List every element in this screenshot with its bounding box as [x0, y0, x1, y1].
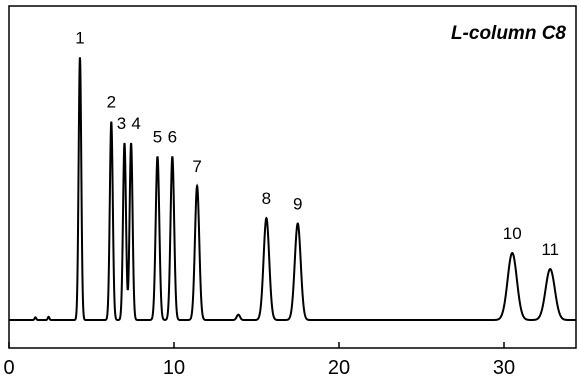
- peak-label-2: 2: [107, 93, 116, 112]
- column-title: L-column C8: [451, 23, 566, 44]
- x-tick-label-20: 20: [328, 357, 350, 379]
- peak-labels: 1 23 45 67 8 9 10 11: [75, 28, 559, 259]
- peak-label-6: 6: [168, 127, 177, 146]
- peak-label-3: 3: [117, 114, 126, 133]
- x-tick-label-10: 10: [163, 357, 185, 379]
- peak-label-10: 10: [503, 224, 522, 243]
- peak-label-9: 9: [293, 195, 302, 214]
- peak-label-7: 7: [192, 157, 201, 176]
- peak-label-11: 11: [541, 240, 559, 259]
- x-tick-label-0: 0: [3, 357, 14, 379]
- peak-label-5: 5: [153, 127, 162, 146]
- peak-label-4: 4: [131, 114, 140, 133]
- chromatogram-trace: [9, 57, 576, 321]
- x-axis-ticks: 0 10 20 30: [3, 342, 515, 379]
- plot-frame: [8, 5, 577, 349]
- peak-label-1: 1: [75, 28, 84, 47]
- x-tick-label-30: 30: [493, 357, 515, 379]
- peak-label-8: 8: [262, 189, 271, 208]
